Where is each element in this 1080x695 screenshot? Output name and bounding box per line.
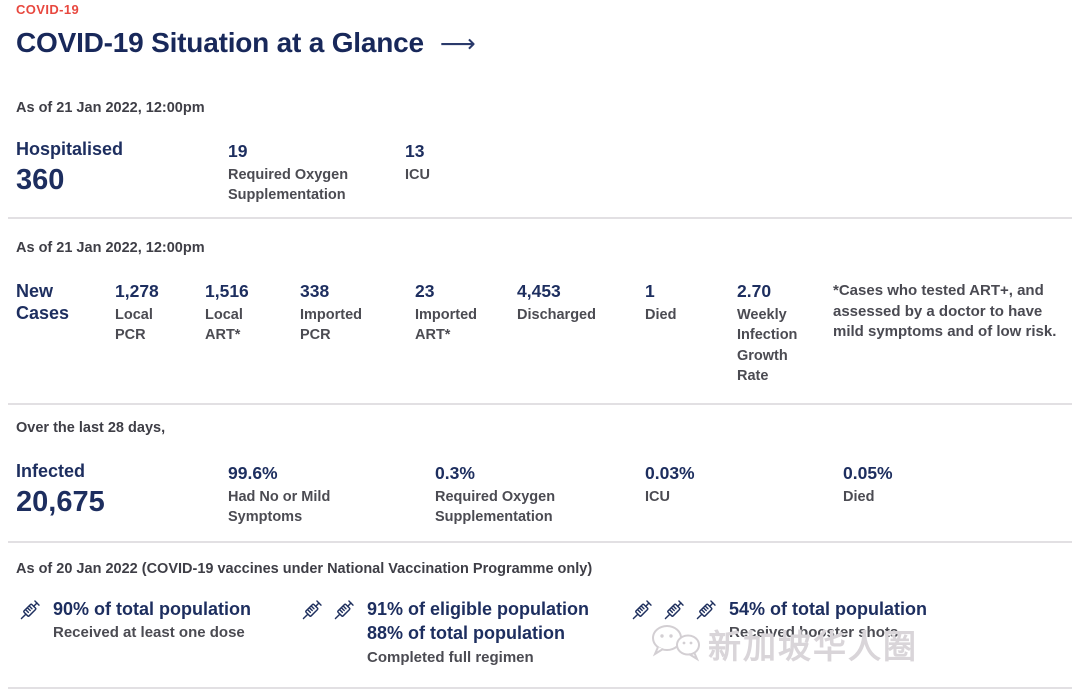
stat-label: Imported PCR [300,307,363,344]
stat-died: 1 Died [645,281,705,325]
stat-growth-rate: 2.70 Weekly Infection Growth Rate [737,281,813,386]
stat-value: 1 [645,281,655,301]
infected-value: 20,675 [16,485,105,518]
section-divider [8,217,1072,219]
vax-group-full-regimen: 91% of eligible population 88% of total … [298,597,589,668]
stat-value: 1,516 [205,281,249,301]
new-cases-label: New Cases [16,281,70,323]
stat-label: Died [843,489,875,505]
stat-oxygen: 19 Required Oxygen Supplementation [228,141,378,206]
stat-label: ICU [645,489,670,505]
syringe-icon [632,600,652,620]
vax-group-booster: 54% of total population Received booster… [628,597,927,644]
stat-discharged: 4,453 Discharged [517,281,617,325]
vax-group-one-dose: 90% of total population Received at leas… [16,597,251,644]
stat-imported-art: 23 Imported ART* [415,281,495,346]
stat-value: 0.03% [645,463,695,483]
vax-text: 90% of total population Received at leas… [53,597,251,644]
stat-value: 99.6% [228,463,278,483]
stat-value: 19 [228,141,248,161]
stat-value: 4,453 [517,281,561,301]
infected-summary: Infected 20,675 [16,461,216,519]
vax-headline: 90% of total population [53,599,251,619]
vaccination-as-of: As of 20 Jan 2022 (COVID-19 vaccines und… [16,561,593,577]
section-divider [8,403,1072,405]
hospitalised-summary: Hospitalised 360 [16,139,216,197]
stat-value: 1,278 [115,281,159,301]
stat-label: Discharged [517,307,596,323]
vax-sublabel: Completed full regimen [367,648,534,666]
infected-as-of: Over the last 28 days, [16,420,166,436]
art-footnote: *Cases who tested ART+, and assessed by … [833,282,1057,341]
stat-value: 13 [405,141,425,161]
stat-value: 2.70 [737,281,772,301]
stat-label: Imported ART* [415,307,478,344]
syringe-icons [16,597,43,624]
section-divider [8,541,1072,543]
stat-label: ICU [405,167,430,183]
stat-mild-symptoms: 99.6% Had No or Mild Symptoms [228,463,358,528]
stat-imported-pcr: 338 Imported PCR [300,281,380,346]
stat-icu: 13 ICU [405,141,505,185]
stat-label: Local ART* [205,307,243,344]
syringe-icon [334,600,354,620]
page-title: COVID-19 Situation at a Glance [16,27,424,58]
stat-label: Local PCR [115,307,153,344]
syringe-icon [302,600,322,620]
syringe-icons [628,597,719,624]
vax-text: 54% of total population Received booster… [729,597,927,644]
vax-sublabel: Received booster shots [729,624,899,642]
stat-label: Required Oxygen Supplementation [228,167,349,204]
stat-label: Had No or Mild Symptoms [228,489,331,526]
stat-value: 338 [300,281,330,301]
stat-label: Required Oxygen Supplementation [435,489,556,526]
stat-value: 0.05% [843,463,893,483]
vax-headline: 54% of total population [729,599,927,619]
stat-local-art: 1,516 Local ART* [205,281,277,346]
stat-icu-pct: 0.03% ICU [645,463,745,507]
vax-sublabel: Received at least one dose [53,624,245,642]
page-title-link[interactable]: COVID-19 Situation at a Glance ⟶ [16,27,476,59]
new-cases-as-of: As of 21 Jan 2022, 12:00pm [16,240,205,256]
syringe-icon [696,600,716,620]
syringe-icon [20,600,40,620]
arrow-right-icon: ⟶ [439,30,476,58]
stat-label: Weekly Infection Growth Rate [737,307,798,384]
infected-label: Infected [16,461,86,481]
syringe-icons [298,597,357,624]
hospitalised-as-of: As of 21 Jan 2022, 12:00pm [16,100,205,116]
vax-text: 91% of eligible population 88% of total … [367,597,589,668]
stat-oxygen-pct: 0.3% Required Oxygen Supplementation [435,463,590,528]
vax-headline: 88% of total population [367,623,565,644]
eyebrow-label: COVID-19 [16,2,80,17]
syringe-icon [664,600,684,620]
vax-headline: 91% of eligible population [367,599,590,619]
section-divider [8,687,1072,689]
hospitalised-label: Hospitalised [16,139,124,159]
stat-label: Died [645,307,677,323]
stat-local-pcr: 1,278 Local PCR [115,281,187,346]
stat-value: 0.3% [435,463,475,483]
hospitalised-value: 360 [16,163,65,196]
stat-value: 23 [415,281,435,301]
stat-died-pct: 0.05% Died [843,463,943,507]
